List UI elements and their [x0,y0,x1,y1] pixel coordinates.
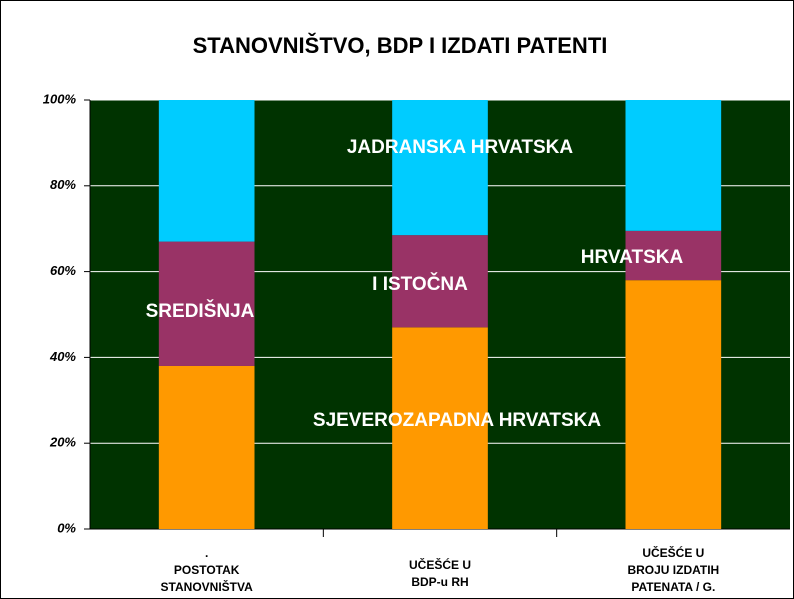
y-tick-label: 20% [49,435,76,450]
bar-segment [392,100,488,236]
y-tick-label: 100% [43,91,77,106]
bar-segment [625,230,722,281]
bar-segment [625,100,722,231]
bar-segment [158,241,255,366]
y-tick-label: 40% [49,349,76,364]
bar-segment [392,235,488,328]
x-tick-label: UČEŠĆE U [409,557,471,572]
x-tick-label: PATENATA / G. [631,580,715,594]
bar-segment [158,100,255,242]
annotation: HRVATSKA [581,247,684,268]
annotation: JADRANSKA HRVATSKA [347,137,574,158]
x-tick-label: BROJU IZDATIH [627,563,719,577]
annotation: SJEVEROZAPADNA HRVATSKA [313,410,601,431]
y-tick-label: 0% [57,520,76,535]
x-tick-label: . [205,546,208,560]
annotation: SREDIŠNJA [146,300,255,322]
bar-segment [625,280,722,529]
annotation: I ISTOČNA [372,273,468,295]
x-tick-label: BDP-u RH [411,575,468,589]
x-tick-label: STANOVNIŠTVA [161,579,254,594]
bar-segment [158,365,255,529]
y-tick-label: 60% [50,263,76,278]
y-tick-label: 80% [50,177,76,192]
x-tick-label: POSTOTAK [174,563,240,577]
x-tick-label: UČEŠĆE U [642,545,704,560]
chart-title: STANOVNIŠTVO, BDP I IZDATI PATENTI [193,33,608,58]
bar-segment [392,327,488,529]
